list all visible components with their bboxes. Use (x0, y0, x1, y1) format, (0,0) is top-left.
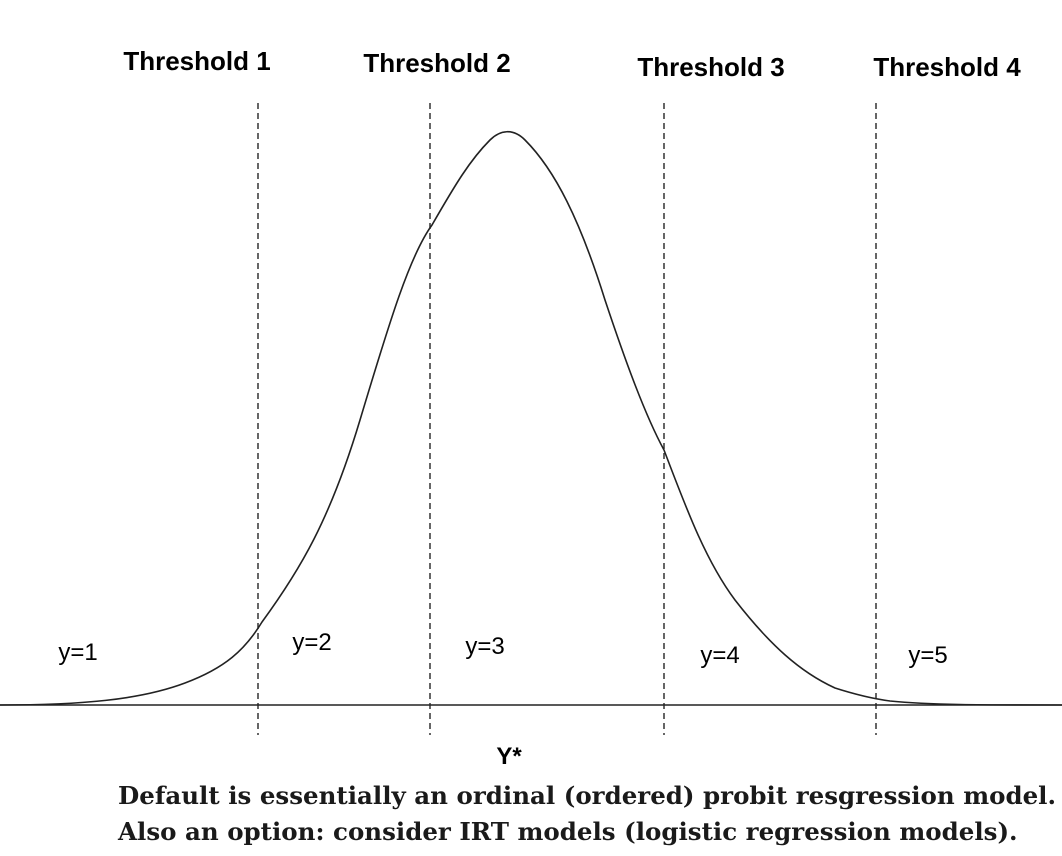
density-curve (0, 130, 1062, 706)
axis-label-y-star: Y* (496, 743, 522, 770)
caption-line-1: Default is essentially an ordinal (order… (118, 781, 1056, 810)
threshold-4-label: Threshold 4 (873, 52, 1021, 82)
threshold-1-label: Threshold 1 (123, 46, 270, 76)
caption-line-2: Also an option: consider IRT models (log… (117, 817, 1018, 846)
region-y1-label: y=1 (58, 639, 97, 666)
region-y2-label: y=2 (292, 629, 331, 656)
threshold-3-label: Threshold 3 (637, 52, 784, 82)
threshold-2-label: Threshold 2 (363, 48, 510, 78)
region-y3-label: y=3 (465, 633, 504, 660)
region-y4-label: y=4 (700, 642, 739, 669)
region-y5-label: y=5 (908, 642, 947, 669)
